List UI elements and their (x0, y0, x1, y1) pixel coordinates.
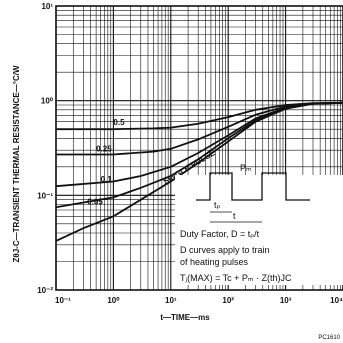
tp-label: tₚ (214, 200, 221, 210)
t-label: t (233, 211, 236, 221)
curve-label: 0.25 (96, 145, 112, 154)
inset-background (175, 175, 343, 285)
x-tick-label: 10² (222, 296, 234, 305)
x-tick-label: 10⁻¹ (55, 296, 71, 305)
pulse-train-inset: Pₘ tₚ t Duty Factor, D = tₚ/t D curves a… (175, 163, 343, 285)
y-tick-label: 10¹ (41, 2, 53, 11)
x-tick-label: 10¹ (165, 296, 177, 305)
duty-factor-text: Duty Factor, D = tₚ/t (180, 229, 260, 239)
y-tick-label: 10⁻¹ (37, 191, 53, 200)
x-axis-title: t—TIME—ms (160, 313, 210, 322)
d-curves-text: D curves apply to train (180, 245, 270, 255)
heating-pulses-text: of heating pulses (180, 257, 249, 267)
curve-label: 0.1 (101, 175, 113, 184)
curve-single-pulse (55, 101, 343, 242)
x-tick-label: 10⁰ (107, 296, 120, 305)
curve-0-5 (56, 101, 343, 131)
y-tick-label: 10⁰ (41, 97, 54, 106)
x-tick-label: 10⁴ (330, 296, 343, 305)
y-tick-label: 10⁻² (37, 286, 53, 295)
x-tick-label: 10³ (280, 296, 292, 305)
pulse-train-waveform (196, 172, 310, 201)
plot-frame (55, 5, 343, 291)
pulse-power-label: Pₘ (240, 163, 252, 173)
curve-label: 0.5 (113, 118, 125, 127)
tj-max-formula: Tⱼ(MAX) = Tc + Pₘ · Z(th)JC (180, 273, 292, 283)
y-axis-title: ZθJ-C—TRANSIENT THERMAL RESISTANCE—°C/W (12, 65, 21, 262)
figure-id: PC1610 (318, 335, 340, 341)
curve-label: 0.05 (87, 198, 103, 207)
